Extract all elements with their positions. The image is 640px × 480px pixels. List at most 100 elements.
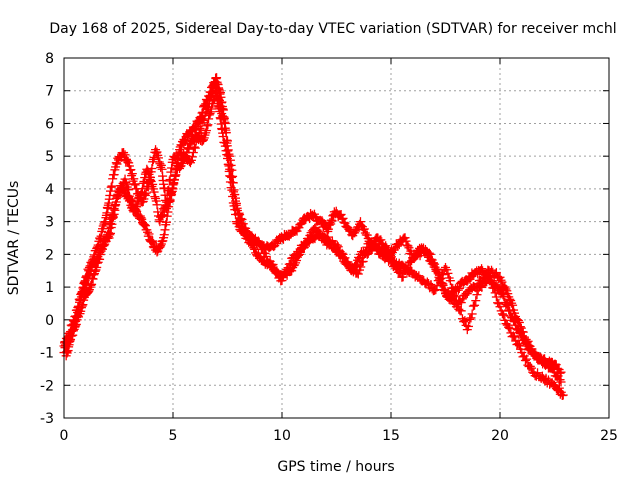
data-point-track-c-0-8 [67, 326, 77, 336]
data-point-track-c-9 [129, 207, 139, 217]
data-point-track-b-53-4 [489, 283, 499, 293]
data-point-track-c-12-5 [152, 200, 162, 210]
y-tick-label-5: 2 [45, 247, 54, 263]
data-point-track-c-12-2 [150, 192, 160, 202]
data-point-track-b-14-6 [157, 236, 167, 246]
x-tick-label-3: 15 [382, 428, 400, 444]
data-point-track-a-8-4 [108, 174, 118, 184]
data-point-track-c-47-6 [491, 268, 501, 278]
data-point-track-a-10-6 [122, 156, 132, 166]
data-point-track-b-4-1 [86, 280, 96, 290]
y-tick-label-3: 0 [45, 313, 54, 329]
data-point-track-a-8-3 [107, 181, 117, 191]
y-tick-label-1: -2 [40, 378, 54, 394]
data-point-track-b-53-1 [485, 275, 495, 285]
data-point-track-c-39-4 [402, 264, 412, 274]
data-point-track-c-54-8 [555, 375, 565, 385]
data-point-track-b-21-2 [200, 130, 210, 140]
data-point-track-c-25-8 [254, 238, 264, 248]
data-point-track-c-50-2 [514, 317, 524, 327]
chart-title: Day 168 of 2025, Sidereal Day-to-day VTE… [49, 21, 616, 37]
y-tick-label-0: -3 [40, 411, 54, 427]
data-point-track-b-54-7 [503, 322, 513, 332]
y-tick-label-9: 6 [45, 116, 54, 132]
data-point-track-b-12-4 [143, 227, 153, 237]
data-point-track-a-40-5 [326, 215, 336, 225]
data-point-track-c-5-4 [106, 219, 116, 229]
data-point-track-c-3-6 [91, 257, 101, 267]
data-point-track-c-1 [68, 325, 78, 335]
data-point-track-c-17-4 [189, 142, 199, 152]
data-point-track-c-1-6 [74, 303, 84, 313]
data-point-track-c-4-4 [98, 241, 108, 251]
data-point-track-c-17-3 [188, 148, 198, 158]
data-point-track-b-12-1 [140, 221, 150, 231]
data-point-track-c-39-1 [398, 272, 408, 282]
data-point-track-b-49-4 [445, 276, 455, 286]
data-point-track-c-18-1 [195, 123, 205, 133]
y-tick-label-11: 8 [45, 51, 54, 67]
data-point-track-c-2-2 [78, 285, 88, 295]
data-point-track-c-39-5 [403, 263, 413, 273]
data-point-track-a-42 [338, 213, 348, 223]
data-point-track-b-32-4 [290, 260, 300, 270]
data-point-track-b-13-1 [147, 237, 157, 247]
data-point-track-c-48-2 [497, 277, 507, 287]
data-point-track-c-14 [161, 197, 171, 207]
data-point-track-c-15-5 [173, 153, 183, 163]
data-point-track-c-23-5 [230, 190, 240, 200]
data-point-track-c-23-2 [227, 172, 237, 182]
data-point-track-a-42-6 [344, 224, 354, 234]
data-point-track-b-51-4 [467, 309, 477, 319]
data-point-track-c-10-3 [137, 184, 147, 194]
data-point-track-c-0-5 [64, 337, 74, 347]
data-point-track-c-1-8 [75, 294, 85, 304]
data-point-track-c-48-6 [501, 284, 511, 294]
data-point-track-b-28 [249, 243, 259, 253]
data-point-track-c-5-7 [108, 211, 118, 221]
data-point-track-c-10-4 [138, 178, 148, 188]
data-point-track-c-17-7 [192, 134, 202, 144]
tick-layer: 0 5 10 15 20 25 -3 -2 -1 0 1 2 3 4 5 6 7 8 [40, 51, 618, 444]
data-point-track-c-44 [451, 302, 461, 312]
data-point-track-a-41-7 [336, 209, 346, 219]
data-point-track-a-8 [105, 190, 115, 200]
data-point-track-c-3-8 [93, 252, 103, 262]
data-point-track-c-24-3 [237, 214, 247, 224]
data-point-track-c-16-2 [179, 149, 189, 159]
data-point-track-b-54-3 [499, 310, 509, 320]
data-point-track-a-35-3 [284, 231, 294, 241]
data-point-track-b-54 [495, 302, 505, 312]
data-point-track-a-11-7 [129, 179, 139, 189]
plot-frame [63, 57, 610, 419]
data-point-track-b-50-7 [460, 316, 470, 326]
data-point-track-c-49-4 [508, 300, 518, 310]
data-point-track-a-55-2 [453, 285, 463, 295]
data-point-track-c-9-7 [134, 196, 144, 206]
data-point-track-c-33-5 [338, 252, 348, 262]
data-point-track-c-13-8 [161, 201, 171, 211]
data-point-track-b-47-6 [426, 279, 436, 289]
data-point-track-c-51-6 [527, 344, 537, 354]
data-point-track-b-13-2 [148, 236, 158, 246]
data-point-track-a-14-6 [148, 154, 158, 164]
data-point-track-b-55-3 [510, 332, 520, 342]
data-point-track-a-15-6 [155, 159, 165, 169]
data-point-track-b-51-1 [464, 321, 474, 331]
data-point-track-c-0-1 [60, 343, 70, 353]
data-point-track-c-13-7 [160, 202, 170, 212]
data-point-track-c-42-7 [438, 280, 448, 290]
data-point-track-b-18-5 [183, 143, 193, 153]
data-point-track-a-36-6 [296, 219, 306, 229]
data-point-track-c-22-3 [220, 141, 230, 151]
data-point-track-c-35-2 [356, 262, 366, 272]
data-point-track-c-35-6 [361, 249, 371, 259]
data-point-track-c-1-4 [72, 312, 82, 322]
data-point-track-c-28-4 [282, 264, 292, 274]
x-tick-label-5: 25 [600, 428, 618, 444]
data-point-track-a-40-3 [325, 217, 335, 227]
data-point-track-c-38 [386, 256, 396, 266]
data-point-track-c-6-3 [111, 194, 121, 204]
data-point-track-a-40-1 [324, 224, 334, 234]
data-point-track-c-23-1 [226, 171, 236, 181]
